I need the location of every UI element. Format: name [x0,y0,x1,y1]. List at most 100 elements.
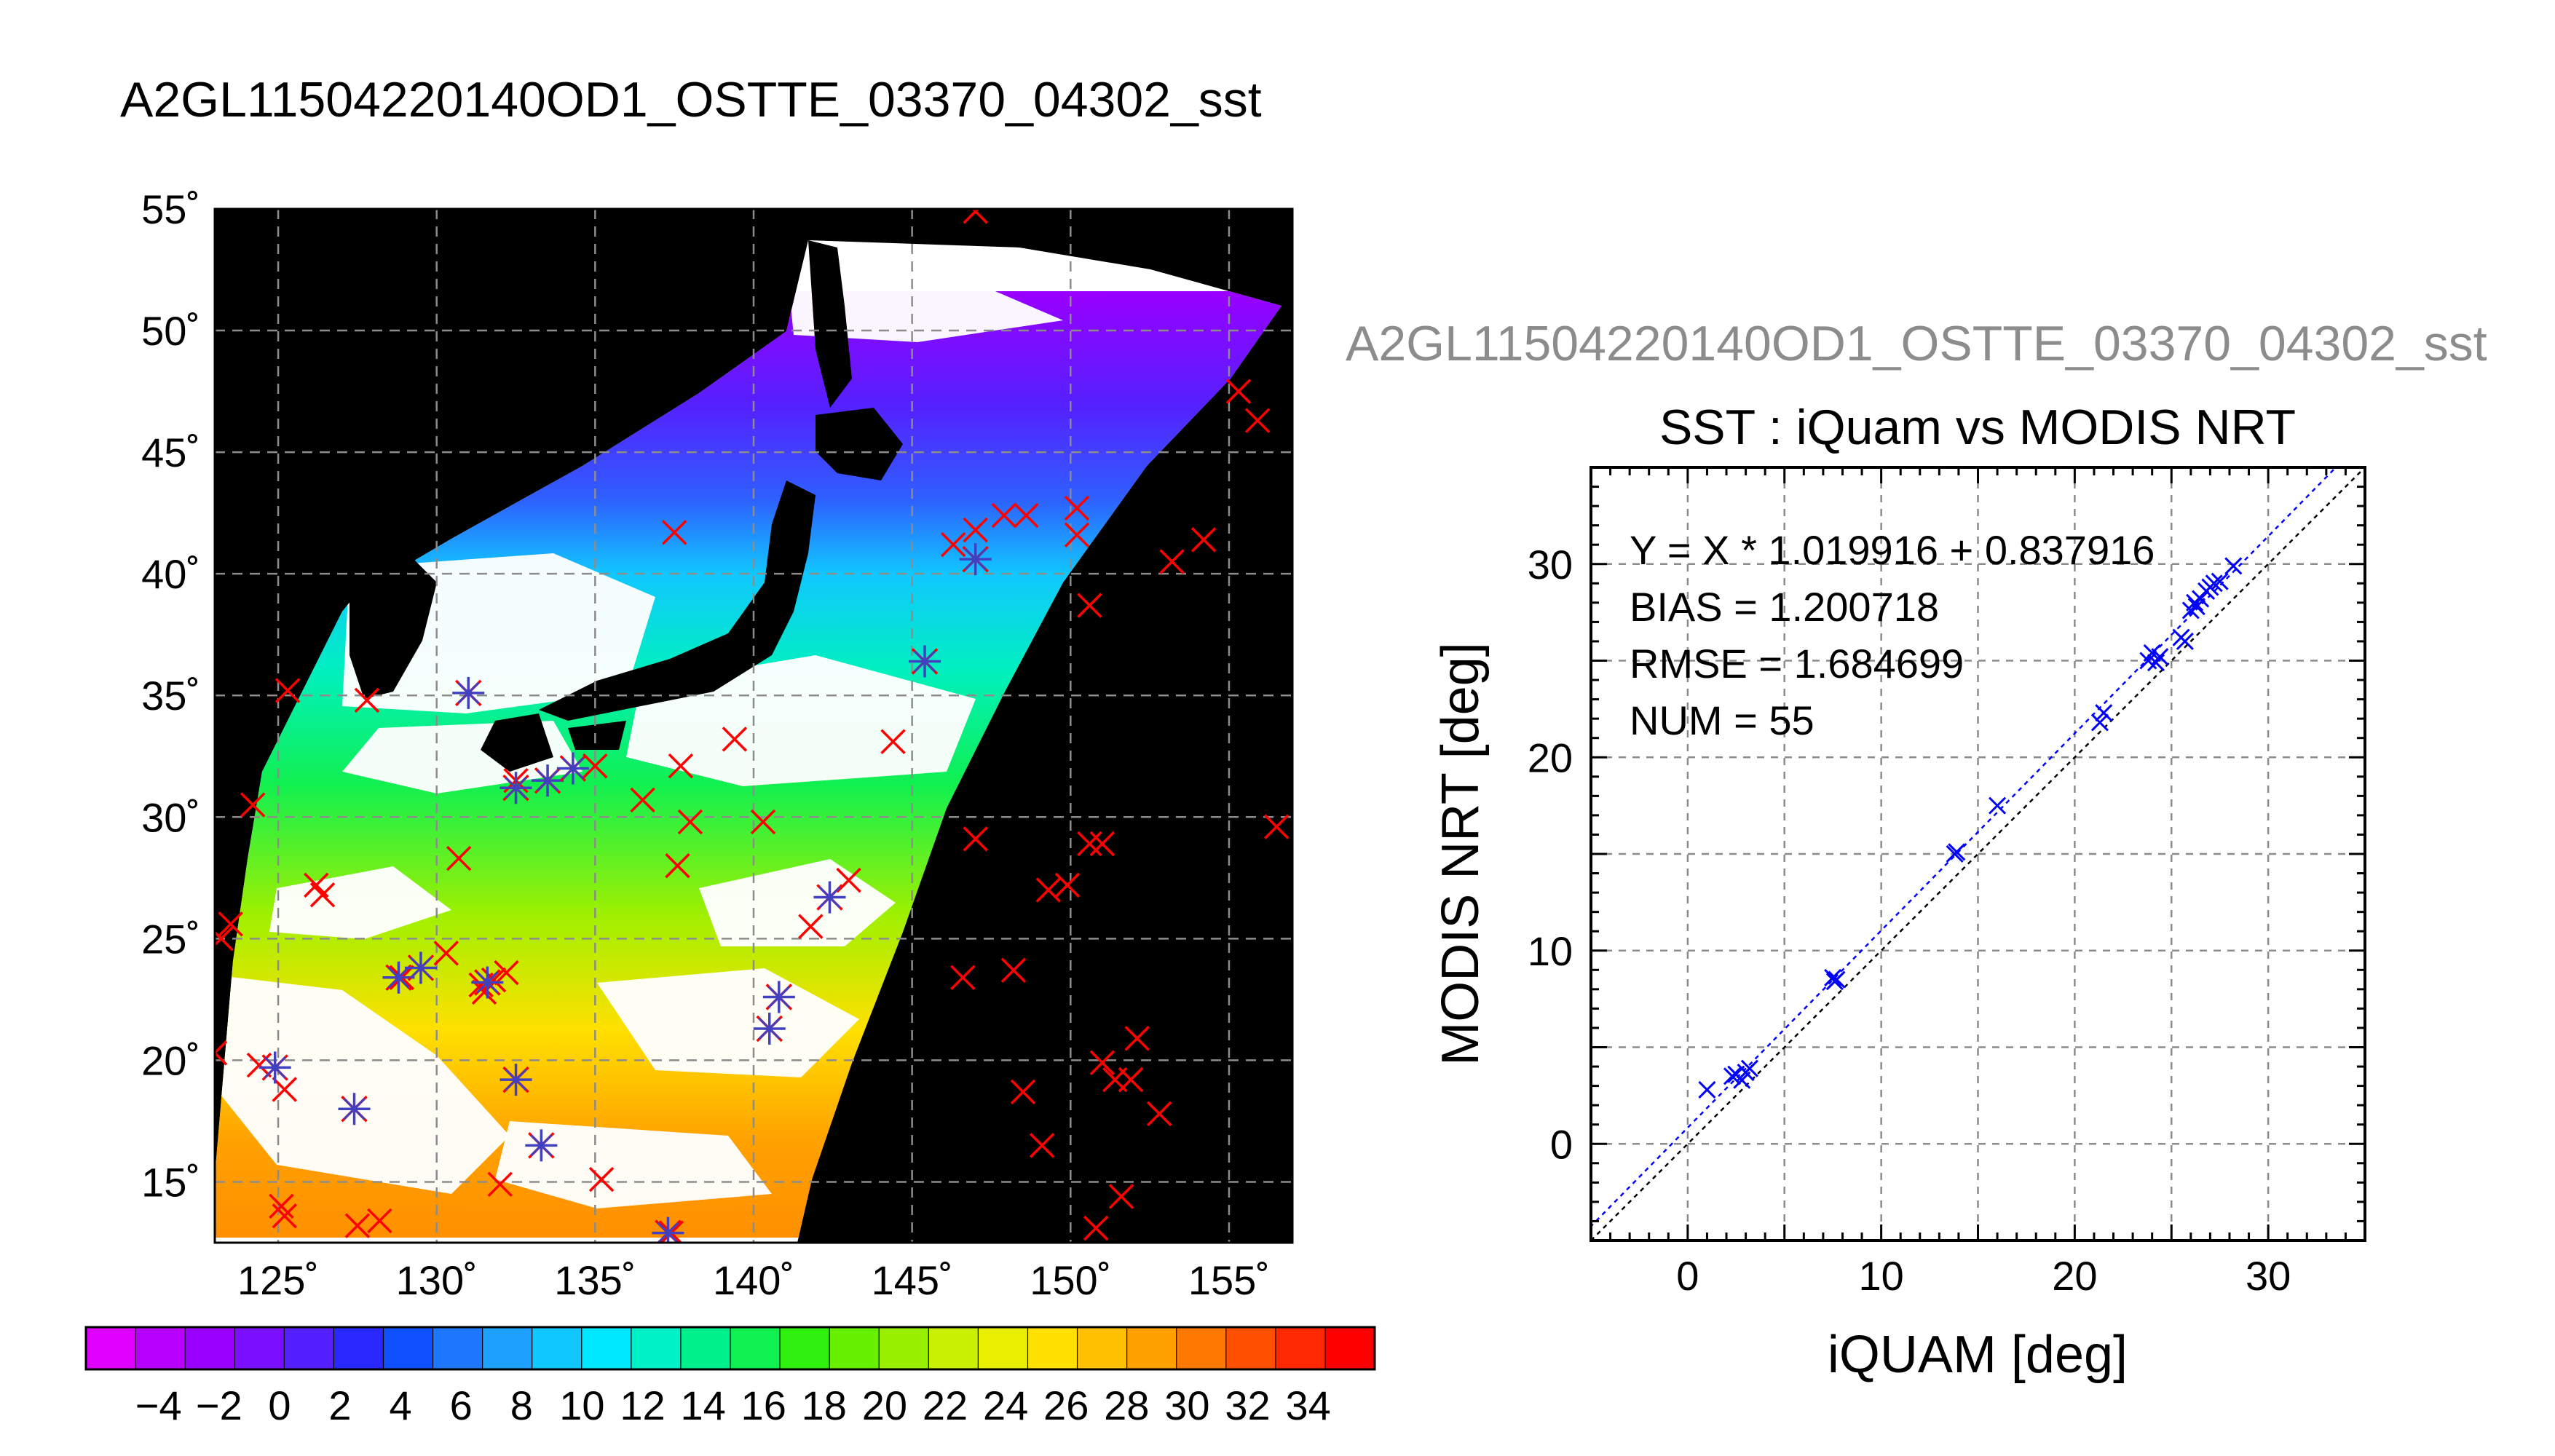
colorbar-swatch [581,1326,633,1370]
colorbar-swatch [1126,1326,1177,1370]
land-mass [539,480,816,721]
lon-tick-label: 150˚ [1030,1257,1111,1303]
lat-tick-label: 20˚ [141,1037,200,1083]
colorbar-swatch [283,1326,335,1370]
stats-box: Y = X * 1.019916 + 0.837916 BIAS = 1.200… [1630,527,2155,743]
red-cross-marker [1089,831,1115,857]
land-mass [350,553,437,699]
colorbar-swatch [631,1326,682,1370]
scatter-x-tick-labels: 0 10 20 30 [1676,1253,2291,1299]
red-cross-marker [481,967,507,993]
map-longitude-labels: 125˚ 130˚ 135˚ 140˚ 145˚ 150˚ 155˚ [237,1257,1270,1303]
red-cross-marker [215,926,234,951]
lat-tick-label: 50˚ [141,308,200,354]
lat-tick-label: 40˚ [141,551,200,597]
land-masses [215,209,903,772]
blue-star-marker [762,981,795,1013]
red-cross-marker [433,941,459,966]
lon-tick-label: 135˚ [554,1257,636,1303]
colorbar-label: 2 [328,1382,351,1428]
blue-star-marker [499,1064,532,1096]
land-mass [215,209,655,612]
scatter-y-tick: 0 [1550,1121,1573,1167]
red-cross-marker [1124,1026,1150,1051]
colorbar-swatch [432,1326,483,1370]
stats-rmse: RMSE = 1.684699 [1630,641,1964,687]
blue-star-marker [338,1093,371,1125]
red-cross-marker [963,826,988,852]
one-to-one-line [1591,467,2365,1241]
colorbar-swatch [135,1326,186,1370]
scatter-grid [1591,467,2365,1241]
scatter-point [2151,648,2169,666]
land-mass [481,713,553,772]
red-cross-marker [722,727,748,752]
scatter-point [1824,968,1842,986]
scatter-point [2095,704,2113,722]
red-cross-marker [218,911,244,937]
scatter-x-tick: 20 [2052,1253,2097,1299]
colorbar-swatch [234,1326,285,1370]
lon-tick-label: 130˚ [396,1257,478,1303]
cloud-patch [597,968,859,1077]
colorbar-swatch [1324,1326,1376,1370]
scatter-minor-ticks [1590,466,2366,1242]
colorbar-label: 10 [559,1382,604,1428]
lat-tick-label: 35˚ [141,673,200,719]
scatter-y-tick-labels: 0 10 20 30 [1528,542,1573,1168]
red-cross-marker [668,753,694,779]
colorbar-swatch [482,1326,533,1370]
colorbar-label: 30 [1164,1382,1209,1428]
colorbar-swatch [1225,1326,1277,1370]
red-cross-marker [1054,872,1081,898]
red-cross-marker [471,979,497,1005]
red-cross-marker [798,914,824,939]
red-cross-marker [246,1052,272,1078]
colorbar-swatch [382,1326,434,1370]
red-cross-marker [215,1040,228,1066]
red-cross-marker [446,845,472,871]
cloud-patch [786,262,1063,342]
colorbar-label: 32 [1225,1382,1270,1428]
stats-equation: Y = X * 1.019916 + 0.837916 [1630,527,2155,573]
red-cross-marker [1014,502,1039,529]
scatter-point [1698,1080,1716,1099]
scatter-x-axis-label: iQUAM [deg] [1828,1326,2128,1384]
scatter-y-tick: 10 [1528,928,1573,974]
lat-tick-label: 25˚ [141,916,200,962]
red-cross-marker [661,520,687,545]
colorbar: −4 −2 0 2 4 6 8 10 12 14 16 18 20 22 24 26 28 30 32 34 [84,1326,1376,1428]
red-cross-marker [665,852,690,879]
red-cross-marker [1159,549,1185,574]
red-cross-marker [940,531,966,558]
colorbar-label: −4 [135,1382,182,1428]
red-cross-marker [344,1213,371,1238]
red-cross-marker [1146,1101,1172,1127]
red-cross-marker [836,867,861,893]
colorbar-label: 6 [450,1382,473,1428]
red-cross-marker [750,809,776,835]
red-cross-marker [1064,522,1090,547]
cloud-patch [495,1121,772,1208]
colorbar-label: 28 [1104,1382,1149,1428]
colorbar-swatch [1275,1326,1327,1370]
colorbar-label: 16 [741,1382,786,1428]
red-cross-marker [1010,1079,1036,1105]
red-cross-marker [1035,877,1062,903]
colorbar-swatch [977,1326,1029,1370]
scatter-point [1948,843,1966,861]
colorbar-label: 4 [390,1382,412,1428]
scatter-point [1723,1067,1742,1085]
colorbar-swatch [878,1326,930,1370]
colorbar-swatch [779,1326,831,1370]
red-cross-marker [487,1171,513,1198]
red-cross-marker [1190,527,1217,553]
scatter-point [2192,590,2210,608]
red-cross-marker [1029,1133,1055,1158]
red-cross-marker [880,729,906,754]
red-cross-marker [269,1193,294,1219]
land-mass [568,721,626,750]
red-cross-marker [494,960,519,986]
colorbar-label: 18 [802,1382,847,1428]
colorbar-swatch [532,1326,583,1370]
